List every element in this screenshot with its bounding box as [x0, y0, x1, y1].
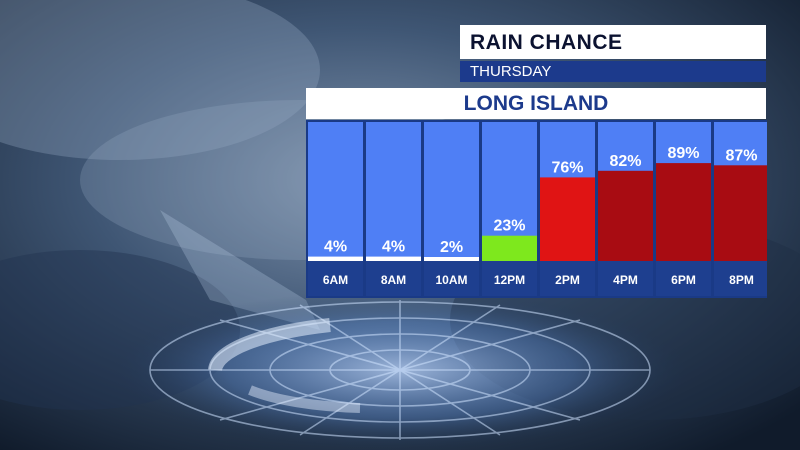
bar-value-label: 2% — [440, 239, 463, 256]
region-panel: LONG ISLAND — [306, 88, 766, 119]
chart-title: RAIN CHANCE — [470, 31, 623, 54]
title-panel: RAIN CHANCE — [460, 25, 766, 59]
bar-value-label: 4% — [324, 239, 347, 256]
bar-value-label: 82% — [609, 153, 641, 170]
rain-chance-bar-chart: 4% 6AM 4% 8AM 2% 10AM 23% 12PM 76% 2PM 82% 4PM 89% 6P… — [306, 120, 767, 298]
bar-column-footer — [482, 261, 537, 296]
x-tick-label: 6AM — [323, 273, 348, 287]
bar — [598, 170, 653, 261]
bar — [482, 235, 537, 261]
bar-column-footer — [714, 261, 767, 296]
day-label: THURSDAY — [470, 63, 552, 80]
bar-column-footer — [424, 261, 479, 296]
bar-column-footer — [308, 261, 363, 296]
bar-value-label: 89% — [667, 145, 699, 162]
bar-column-footer — [656, 261, 711, 296]
day-panel: THURSDAY — [460, 61, 766, 82]
x-tick-label: 6PM — [671, 273, 696, 287]
bar-column-footer — [366, 261, 421, 296]
bar-column-footer — [540, 261, 595, 296]
x-tick-label: 8AM — [381, 273, 406, 287]
bar-column-bg — [424, 122, 479, 261]
bar — [308, 256, 363, 261]
bar-column-footer — [598, 261, 653, 296]
bar — [424, 257, 479, 261]
bar-value-label: 76% — [551, 159, 583, 176]
bar-value-label: 87% — [725, 147, 757, 164]
bar-value-label: 4% — [382, 239, 405, 256]
x-tick-label: 12PM — [494, 273, 525, 287]
bar-value-label: 23% — [493, 218, 525, 235]
region-label: LONG ISLAND — [463, 92, 609, 115]
bar — [540, 177, 595, 261]
x-tick-label: 10AM — [435, 273, 467, 287]
x-tick-label: 4PM — [613, 273, 638, 287]
x-tick-label: 2PM — [555, 273, 580, 287]
bar-column-bg — [308, 122, 363, 261]
bar — [656, 163, 711, 261]
x-tick-label: 8PM — [729, 273, 754, 287]
bar — [714, 165, 767, 261]
bar — [366, 256, 421, 261]
bar-column-bg — [366, 122, 421, 261]
